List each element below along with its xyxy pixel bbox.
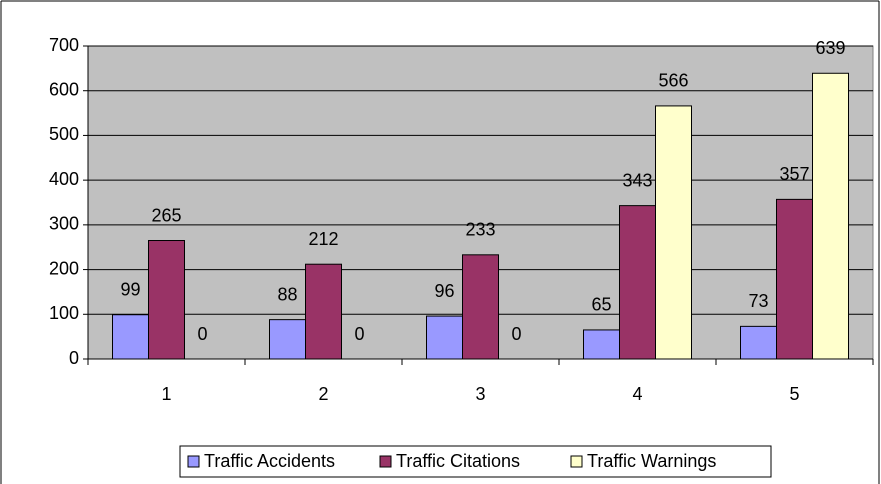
y-tick-label: 600 (49, 79, 79, 99)
data-label: 233 (465, 220, 495, 240)
data-label: 212 (308, 229, 338, 249)
bar (462, 254, 499, 360)
data-label: 65 (591, 295, 611, 315)
y-tick-label: 200 (49, 258, 79, 278)
y-tick-label: 500 (49, 124, 79, 144)
legend-swatch (570, 455, 583, 468)
bar (776, 198, 813, 360)
data-label: 639 (815, 38, 845, 58)
data-label: 0 (197, 324, 207, 344)
legend (179, 445, 772, 478)
legend-swatch (187, 455, 200, 468)
legend-label: Traffic Warnings (587, 451, 716, 471)
data-label: 566 (658, 71, 688, 91)
y-tick-label: 100 (49, 303, 79, 323)
legend-label: Traffic Accidents (204, 451, 335, 471)
bar (740, 325, 777, 360)
x-tick-label: 1 (161, 384, 171, 404)
bar (426, 315, 463, 360)
data-label: 73 (748, 291, 768, 311)
bar (655, 105, 692, 360)
x-tick-label: 5 (789, 384, 799, 404)
data-label: 343 (622, 170, 652, 190)
legend-swatch (379, 455, 392, 468)
bar (812, 72, 849, 360)
bar (619, 205, 656, 360)
data-label: 357 (779, 164, 809, 184)
x-tick-label: 4 (632, 384, 642, 404)
data-label: 265 (151, 205, 181, 225)
bar (269, 319, 306, 360)
y-tick-label: 400 (49, 169, 79, 189)
data-label: 0 (511, 324, 521, 344)
y-tick-label: 300 (49, 214, 79, 234)
x-tick-label: 3 (475, 384, 485, 404)
data-label: 88 (277, 284, 297, 304)
bar (583, 329, 620, 360)
bar (112, 314, 149, 360)
x-tick-label: 2 (318, 384, 328, 404)
bar (148, 240, 185, 360)
data-label: 0 (354, 324, 364, 344)
y-tick-label: 700 (49, 35, 79, 55)
data-label: 99 (120, 279, 140, 299)
legend-label: Traffic Citations (396, 451, 520, 471)
data-label: 96 (434, 281, 454, 301)
bar (305, 263, 342, 360)
y-tick-label: 0 (69, 348, 79, 368)
